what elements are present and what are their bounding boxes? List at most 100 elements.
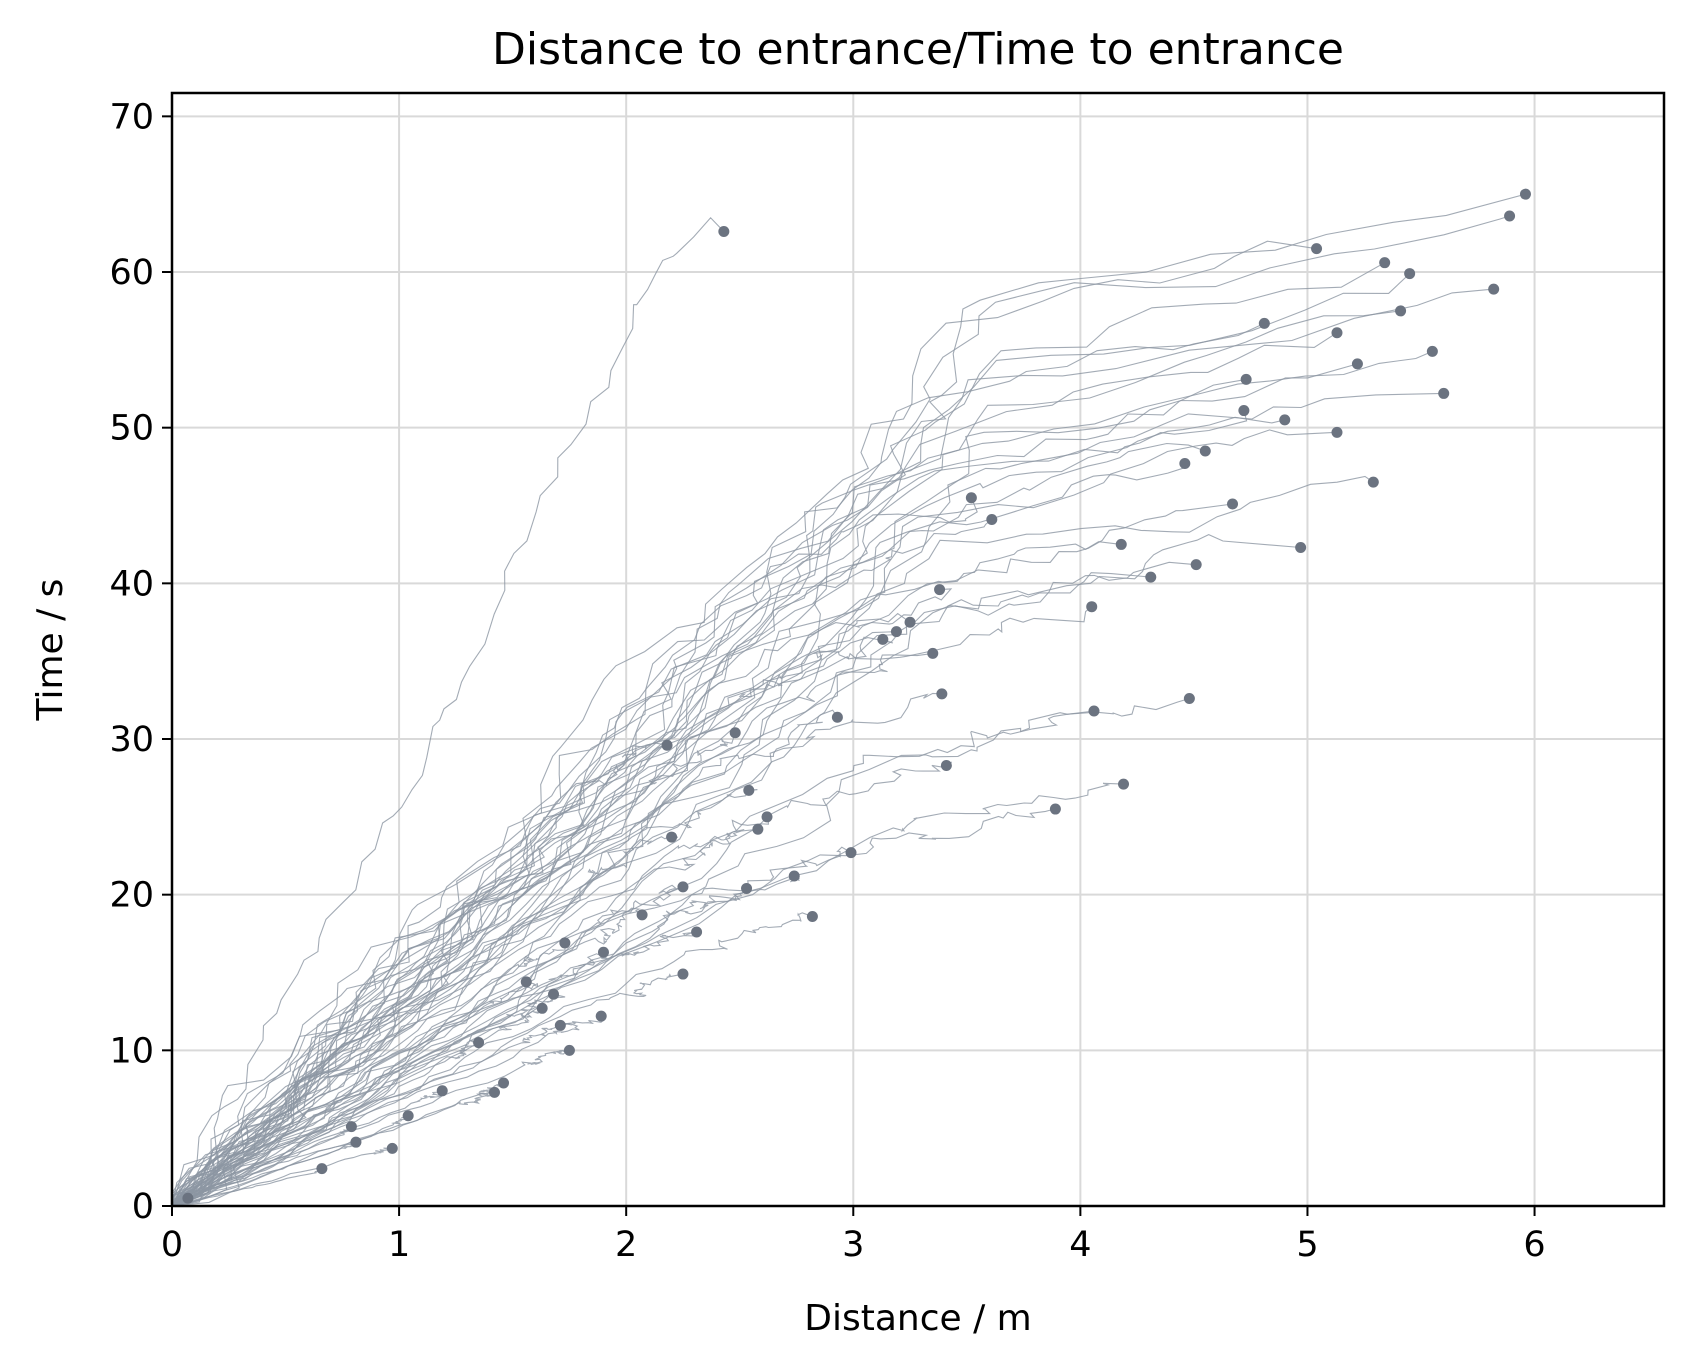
endpoint-marker: [752, 823, 764, 835]
x-tick-label: 6: [1523, 1225, 1545, 1265]
endpoint-marker: [965, 492, 977, 504]
endpoint-marker: [718, 226, 730, 238]
endpoint-marker: [1190, 559, 1202, 571]
trajectory-line: [171, 1022, 571, 1207]
trajectory-line: [171, 561, 1197, 1207]
trajectory-line: [171, 732, 736, 1207]
endpoint-marker: [877, 633, 889, 645]
x-tick-label: 0: [161, 1225, 183, 1265]
trajectory-line: [171, 697, 1190, 1207]
endpoint-marker: [1183, 693, 1195, 705]
endpoint-marker: [927, 647, 939, 659]
y-tick-label: 70: [109, 97, 154, 137]
endpoint-marker: [536, 1002, 548, 1014]
endpoint-marker: [488, 1086, 500, 1098]
trajectory-line: [171, 875, 800, 1207]
endpoint-marker: [563, 1044, 575, 1056]
x-axis-label: Distance / m: [804, 1298, 1032, 1339]
endpoint-marker: [1395, 305, 1407, 317]
endpoint-marker: [559, 937, 571, 949]
trajectory-line: [171, 816, 769, 1206]
endpoint-marker: [845, 847, 857, 859]
trajectory-line: [171, 692, 942, 1207]
trajectory-line: [171, 497, 978, 1207]
endpoint-marker: [636, 909, 648, 921]
endpoint-marker: [597, 946, 609, 958]
y-tick-label: 20: [109, 876, 154, 916]
trajectory-line: [171, 907, 643, 1207]
trajectory-line: [171, 808, 1056, 1207]
endpoint-marker: [1351, 358, 1363, 370]
endpoint-marker: [436, 1085, 448, 1097]
endpoint-marker: [677, 968, 689, 980]
endpoint-marker: [345, 1121, 357, 1133]
trajectory-line: [171, 378, 1247, 1207]
endpoint-marker: [940, 759, 952, 771]
trajectory-line: [171, 262, 1385, 1207]
endpoint-marker: [386, 1142, 398, 1154]
endpoint-marker: [1426, 345, 1438, 357]
trajectory-line: [171, 1082, 506, 1207]
trajectory-line: [171, 193, 1526, 1207]
y-axis-ticks: 0 10 20 30 40 50 60 70: [109, 97, 172, 1227]
endpoint-marker: [1227, 498, 1239, 510]
endpoint-marker: [934, 584, 946, 596]
endpoint-marker: [788, 870, 800, 882]
endpoint-marker: [595, 1010, 607, 1022]
x-tick-label: 2: [615, 1225, 637, 1265]
trajectory-line: [171, 637, 894, 1207]
plot-frame: [170, 91, 1666, 1208]
endpoint-marker: [182, 1192, 194, 1204]
trajectory-line: [171, 835, 679, 1207]
x-tick-label: 1: [388, 1225, 410, 1265]
endpoint-marker: [1438, 387, 1450, 399]
endpoint-marker: [1238, 405, 1250, 417]
endpoint-marker: [1331, 327, 1343, 339]
endpoint-marker: [1331, 426, 1343, 438]
trajectory-line: [171, 322, 1265, 1207]
endpoint-marker: [741, 882, 753, 894]
endpoint-marker: [761, 811, 773, 823]
endpoint-marker: [1504, 210, 1516, 222]
trajectory-line: [171, 273, 1411, 1206]
trajectory-line: [171, 952, 608, 1207]
trajectory-line: [171, 588, 953, 1207]
chart-title: Distance to entrance/Time to entrance: [492, 24, 1344, 75]
trajectory-line: [171, 631, 897, 1207]
x-tick-label: 3: [842, 1225, 864, 1265]
x-tick-label: 4: [1069, 1225, 1091, 1265]
endpoint-marker: [831, 711, 843, 723]
trajectory-line: [171, 1087, 445, 1207]
trajectory-line: [171, 215, 1510, 1206]
endpoint-marker: [548, 988, 560, 1000]
trajectories: [171, 193, 1526, 1207]
endpoint-marker: [1118, 778, 1130, 790]
trajectory-line: [171, 288, 1494, 1207]
trajectory-line: [171, 572, 1151, 1207]
endpoint-marker: [890, 626, 902, 638]
endpoint-marker: [473, 1037, 485, 1049]
trajectory-line: [171, 240, 1317, 1207]
endpoint-marker: [1179, 457, 1191, 469]
trajectory-line: [171, 1141, 360, 1207]
x-tick-label: 5: [1296, 1225, 1318, 1265]
x-axis-ticks: 0 1 2 3 4 5 6: [161, 1206, 1546, 1265]
trajectory-line: [171, 828, 758, 1207]
endpoint-marker: [498, 1077, 510, 1089]
endpoint-marker: [1379, 257, 1391, 269]
endpoint-marker: [1115, 538, 1127, 550]
endpoint-marker: [1295, 542, 1307, 554]
endpoint-marker: [677, 881, 689, 893]
endpoint-marker: [1404, 268, 1416, 280]
trajectory-line: [171, 332, 1338, 1207]
endpoint-marker: [1488, 283, 1500, 295]
trajectory-line: [171, 606, 1093, 1207]
endpoint-marker: [1367, 476, 1379, 488]
endpoint-marker: [402, 1110, 414, 1122]
y-tick-label: 0: [132, 1187, 154, 1227]
endpoint-markers: [182, 188, 1531, 1204]
endpoint-marker: [936, 688, 948, 700]
endpoint-marker: [554, 1019, 566, 1031]
endpoint-marker: [691, 926, 703, 938]
